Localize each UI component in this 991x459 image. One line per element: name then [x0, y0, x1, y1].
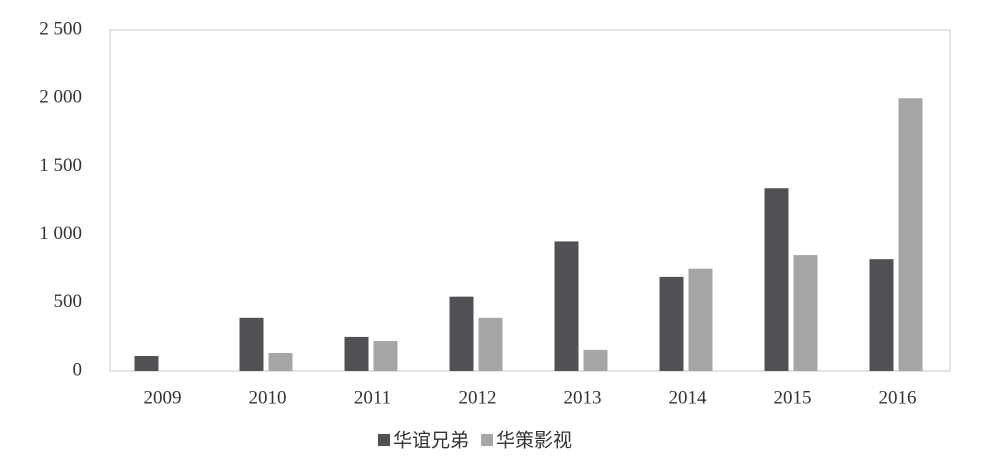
- x-tick-label: 2012: [459, 387, 497, 408]
- bar: [344, 336, 369, 371]
- y-tick-label: 1 500: [39, 155, 82, 176]
- x-tick-label: 2009: [144, 387, 182, 408]
- bar: [554, 241, 579, 371]
- bar: [764, 188, 789, 371]
- y-tick-label: 1 000: [39, 223, 82, 244]
- bar: [688, 268, 713, 371]
- bar: [134, 355, 159, 371]
- bar: [869, 259, 894, 371]
- bar: [373, 340, 398, 371]
- y-tick-label: 2 500: [39, 18, 82, 39]
- x-tick-label: 2010: [249, 387, 287, 408]
- bar: [898, 98, 923, 371]
- bar: [583, 349, 608, 371]
- plot-frame: [109, 29, 951, 372]
- bar: [268, 352, 293, 371]
- bar: [793, 255, 818, 371]
- bar: [659, 276, 684, 371]
- legend-swatch: [378, 434, 390, 446]
- x-tick-label: 2015: [774, 387, 812, 408]
- y-tick-label: 0: [73, 359, 83, 380]
- bar: [478, 317, 503, 371]
- x-tick-label: 2011: [354, 387, 391, 408]
- legend-swatch: [481, 434, 494, 446]
- x-tick-label: 2013: [564, 387, 602, 408]
- legend-label: 华策影视: [496, 430, 572, 452]
- y-tick-label: 500: [54, 291, 83, 312]
- bar: [239, 317, 264, 371]
- bar: [449, 296, 474, 371]
- y-tick-label: 2 000: [39, 87, 82, 108]
- legend-label: 华谊兄弟: [393, 430, 469, 452]
- x-tick-label: 2014: [669, 387, 708, 408]
- x-tick-label: 2016: [879, 387, 917, 408]
